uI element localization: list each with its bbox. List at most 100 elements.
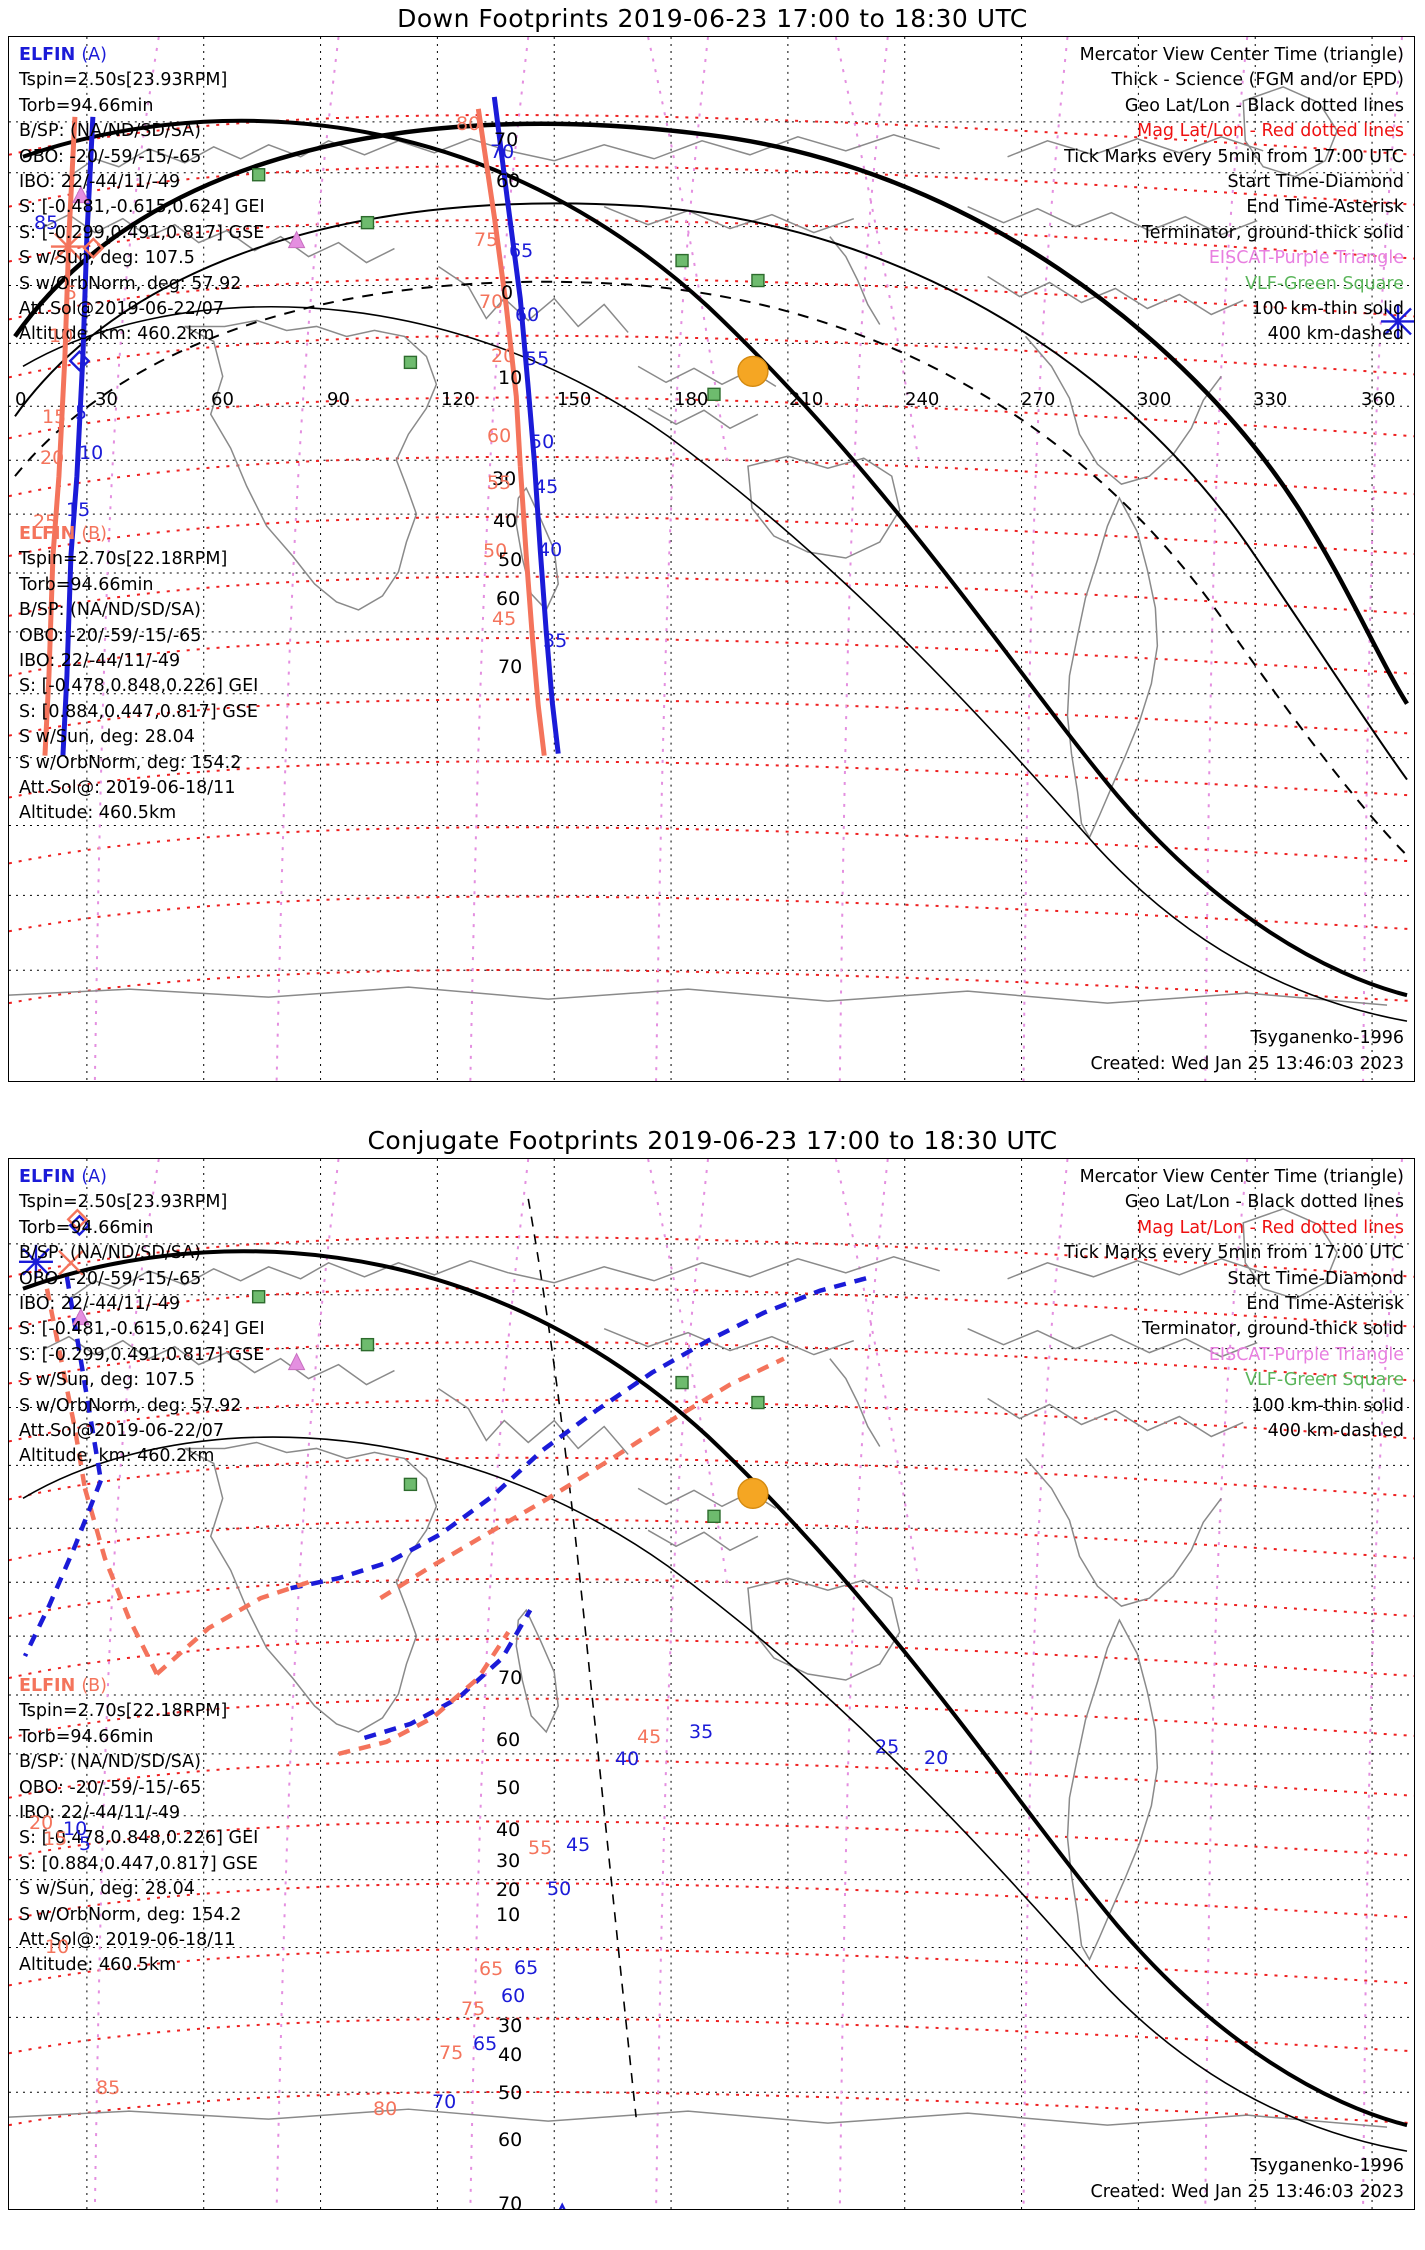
x-tick-label-330: 330 [1253,389,1288,410]
eiscat-purple-triangle [72,185,306,249]
elfin-b-title-conjugate: ELFIN (B) [19,1676,107,1696]
track-tick-blue-65-6: 65 [509,240,534,262]
elfin-b-c-line-8: S w/OrbNorm, deg: 154.2 [19,1904,242,1925]
track-markers-conjugate [18,1208,566,2209]
track-tick-red-10-19: 10 [45,1936,70,1958]
legend-c-item-6: Terminator, ground-thick solid [1141,1319,1404,1340]
track-tick-black-60-6: 60 [496,1729,521,1751]
x-tick-label-90: 90 [327,389,350,410]
x-tick-label-180: 180 [674,389,709,410]
track-tick-blue-60-10: 60 [515,304,540,326]
track-markers [50,229,1414,372]
track-tick-blue-65-26: 65 [473,2033,498,2055]
elfin-a-line-3: OBO: -20/-59/-15/-65 [19,146,202,167]
track-tick-blue-40-26: 40 [538,539,563,561]
elfin-b-c-line-2: B/SP: (NA/ND/SD/SA) [19,1752,201,1773]
x-tick-label-270: 270 [1021,389,1056,410]
track-tick-black-70-0: 70 [498,1667,523,1689]
elfin-a-c-line-1: Torb=94.66min [19,1217,154,1238]
track-tick-red-5-4: 5 [65,282,78,304]
track-tick-red-75-25: 75 [439,2042,464,2064]
track-tick-red-45-1: 45 [637,1726,662,1748]
track-tick-blue-45-14: 45 [566,1834,591,1856]
elfin-b-c-line-6: S: [0.884,0.447,0.817] GSE [19,1853,258,1874]
elfin-a-c-line-7: S w/Sun, deg: 107.5 [19,1370,195,1391]
elfin-b-info-block-conjugate: ELFIN (B) Tspin=2.70s[22.18RPM] Torb=94.… [19,1674,258,1979]
track-tick-blue-40-5: 40 [615,1748,640,1770]
elfin-a-line-9: Att.Sol@2019-06-22/07 [19,298,224,319]
legend-c-item-1: Geo Lat/Lon - Black dotted lines [1124,1192,1404,1213]
track-tick-blue-50-17: 50 [547,1878,572,1900]
elfin-b-title: ELFIN (B) [19,524,107,544]
track-tick-blue-5-16: 5 [75,402,88,424]
track-tick-red-20-12: 20 [491,345,516,367]
elfin-b-c-line-0: Tspin=2.70s[22.18RPM] [19,1701,228,1722]
track-tick-blue-35-32: 35 [543,630,568,652]
track-tick-red-55-13: 55 [528,1837,553,1859]
x-tick-label-240: 240 [905,389,940,410]
elfin-b-line-7: S w/Sun, deg: 28.04 [19,727,195,748]
track-tick-red-45-31: 45 [492,608,517,630]
elfin-a-line-0: Tspin=2.50s[23.93RPM] [19,70,228,91]
track-tick-blue-35-2: 35 [689,1721,714,1743]
legend-c-item-5: End Time-Asterisk [1246,1293,1404,1314]
x-tick-label-60: 60 [211,389,234,410]
legend-item-11: 400 km-dashed [1267,324,1404,345]
legend-item-1: Thick - Science (FGM and/or EPD) [1111,70,1404,91]
map-frame-conjugate: ELFIN (A) Tspin=2.50s[23.93RPM] Torb=94.… [8,1158,1415,2210]
legend-block-down: Mercator View Center Time (triangle) Thi… [1064,43,1404,348]
subsolar-point-icon-conjugate [737,1477,769,1510]
elfin-a-c-line-4: IBO: 22/-44/11/-49 [19,1293,181,1314]
legend-item-3: Mag Lat/Lon - Red dotted lines [1137,121,1404,142]
legend-c-item-7: EISCAT-Purple Triangle [1208,1344,1404,1365]
track-tick-red-20-8: 20 [29,1812,54,1834]
legend-item-8: EISCAT-Purple Triangle [1208,248,1404,269]
elfin-b-line-1: Torb=94.66min [19,574,154,595]
legend-c-item-9: 100 km-thin solid [1251,1395,1404,1416]
elfin-b-c-line-3: OBO: -20/-59/-15/-65 [19,1777,202,1798]
track-tick-black-70-1: 70 [494,129,519,151]
elfin-a-c-line-6: S: [-0.299,0.491,0.817] GSE [19,1344,265,1365]
track-tick-blue-45-23: 45 [534,476,559,498]
track-tick-red-85-32: 85 [96,2077,121,2099]
elfin-b-line-8: S w/OrbNorm, deg: 154.2 [19,752,242,773]
elfin-b-c-line-10: Altitude: 460.5km [19,1955,177,1976]
track-tick-blue-65-21: 65 [514,1957,539,1979]
elfin-b-line-5: S: [-0.478,0.848,0.226] GEI [19,676,259,697]
elfin-b-line-2: B/SP: (NA/ND/SD/SA) [19,600,201,621]
x-tick-label-360: 360 [1361,389,1396,410]
x-tick-label-120: 120 [441,389,476,410]
track-tick-red-60-17: 60 [487,425,512,447]
elfin-b-info-block-down: ELFIN (B) Tspin=2.70s[22.18RPM] Torb=94.… [19,522,258,827]
elfin-a-info-block-down: ELFIN (A) Tspin=2.50s[23.93RPM] Torb=94.… [19,43,265,348]
elfin-a-line-6: S: [-0.299,0.491,0.817] GSE [19,222,265,243]
track-tick-black-40-10: 40 [496,1819,521,1841]
track-tick-red-15-11: 15 [43,1828,68,1850]
track-tick-black-60-30: 60 [496,588,521,610]
subsolar-point-icon [737,355,769,388]
legend-item-9: VLF-Green Square [1245,273,1404,294]
elfin-b-line-10: Altitude: 460.5km [19,803,177,824]
track-tick-blue-50-18: 50 [530,431,555,453]
elfin-b-c-line-7: S w/Sun, deg: 28.04 [19,1879,195,1900]
track-tick-blue-5-12: 5 [79,1833,92,1855]
track-tick-red-55-22: 55 [487,472,512,494]
legend-c-item-2: Mag Lat/Lon - Red dotted lines [1137,1217,1404,1238]
legend-c-item-3: Tick Marks every 5min from 17:00 UTC [1064,1243,1404,1264]
track-tick-blue-15-27: 15 [66,499,91,521]
track-tick-black-20-16: 20 [496,1879,521,1901]
track-tick-black-0-11: 0 [501,282,514,304]
x-tick-label-210: 210 [789,389,824,410]
track-tick-black-50-7: 50 [496,1777,521,1799]
x-tick-label-300: 300 [1137,389,1172,410]
map-frame-down: ELFIN (A) Tspin=2.50s[23.93RPM] Torb=94.… [8,36,1415,1082]
elfin-b-line-3: OBO: -20/-59/-15/-65 [19,625,202,646]
track-tick-black-70-33: 70 [498,656,523,678]
elfin-b-line-6: S: [0.884,0.447,0.817] GSE [19,701,258,722]
elfin-a-title: ELFIN (A) [19,45,107,65]
eiscat-purple-triangle-conjugate [72,1307,306,1371]
elfin-a-c-line-5: S: [-0.481,-0.615,0.624] GEI [19,1319,265,1340]
elfin-a-line-8: S w/OrbNorm, deg: 57.92 [19,273,242,294]
elfin-b-line-4: IBO: 22/-44/11/-49 [19,650,181,671]
